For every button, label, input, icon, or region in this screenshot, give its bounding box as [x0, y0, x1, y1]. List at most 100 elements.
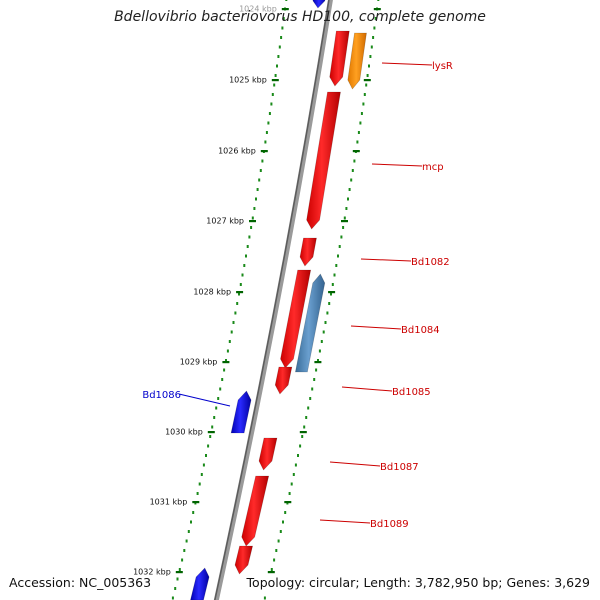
scale-dot: [297, 454, 299, 457]
scale-dot: [190, 520, 192, 524]
scale-dot: [270, 102, 273, 106]
scale-dot: [253, 207, 256, 210]
accession-footer: Accession: NC_005363: [9, 575, 152, 590]
scale-dot: [211, 425, 214, 429]
scale-dot: [276, 64, 278, 68]
backbone: [213, 0, 333, 600]
gene-arrow-reverse: [312, 0, 326, 9]
scale-dot: [267, 121, 270, 125]
scale-dot: [251, 216, 254, 220]
gene-label-bd1089[interactable]: Bd1089: [370, 519, 409, 530]
scale-dot: [345, 207, 348, 210]
scale-dot: [277, 55, 280, 58]
gene-arrow-reverse: [230, 390, 252, 434]
scale-dot: [215, 406, 218, 410]
gene-arrow-forward: [234, 545, 253, 575]
scale-dot: [219, 387, 222, 391]
scale-dot: [234, 311, 237, 315]
gene-arrow-forward: [306, 91, 341, 230]
scale-dot: [372, 36, 375, 39]
kbp-tick-inner: [249, 220, 256, 223]
scale-dot: [255, 197, 257, 201]
kbp-tick-outer: [341, 220, 348, 223]
scale-dot: [328, 302, 331, 305]
scale-dot: [196, 492, 199, 495]
label-leader-line: [329, 461, 381, 467]
scale-dot: [198, 482, 201, 486]
scale-dot: [290, 482, 293, 486]
kbp-tick-inner: [192, 501, 200, 504]
scale-dot: [356, 140, 359, 144]
gene-label-bd1085[interactable]: Bd1085: [392, 387, 431, 398]
scale-dot: [273, 558, 276, 562]
accession-value: NC_005363: [79, 575, 152, 590]
scale-dot: [226, 349, 229, 353]
scale-dot: [270, 568, 273, 571]
scale-dot: [281, 26, 284, 30]
scale-dot: [288, 492, 291, 495]
scale-dot: [333, 273, 336, 277]
gene-arrow-forward: [274, 366, 293, 395]
scale-dot: [337, 254, 339, 258]
scale-dot: [320, 340, 323, 343]
scale-dot: [263, 596, 266, 600]
scale-dot: [185, 539, 188, 543]
gene-label-bd1087[interactable]: Bd1087: [380, 462, 419, 473]
gene-label-bd1086[interactable]: Bd1086: [142, 390, 181, 401]
scale-dot: [317, 359, 319, 362]
gene-arrow-regulator: [347, 32, 367, 90]
scale-dot: [307, 406, 310, 410]
scale-dot: [277, 539, 280, 543]
kbp-tick-outer: [314, 361, 322, 364]
gene-arrow-forward: [329, 30, 350, 87]
label-leader-line: [350, 325, 402, 330]
scale-dot: [245, 254, 247, 258]
scale-dot: [335, 264, 338, 267]
kbp-label: 1027 kbp: [206, 217, 244, 226]
genes-label: Genes:: [506, 575, 551, 590]
scale-dot: [176, 577, 179, 581]
scale-dot: [299, 444, 302, 448]
gene-label-lysr[interactable]: lysR: [432, 61, 453, 72]
scale-dot: [221, 378, 224, 381]
scale-dot: [282, 17, 285, 20]
scale-dot: [205, 454, 207, 457]
scale-dot: [303, 425, 306, 429]
scale-dot: [261, 159, 264, 163]
scale-dot: [351, 169, 354, 172]
scale-dot: [187, 530, 190, 533]
scale-dot: [363, 93, 366, 96]
kbp-tick-outer: [328, 291, 336, 294]
kbp-label: 1025 kbp: [229, 76, 267, 85]
gene-label-bd1082[interactable]: Bd1082: [411, 257, 450, 268]
kbp-tick-inner: [236, 291, 244, 294]
kbp-tick-inner: [207, 431, 215, 434]
scale-dot: [271, 93, 274, 96]
kbp-tick-outer: [284, 501, 292, 504]
scale-dot: [318, 349, 321, 353]
scale-dot: [268, 112, 271, 115]
gene-arrow-forward: [299, 237, 317, 267]
map-title: Bdellovibrio bacteriovorus HD100, comple…: [114, 9, 486, 25]
kbp-tick-outer: [373, 8, 381, 11]
scale-dot: [315, 368, 318, 372]
kbp-tick-outer: [352, 150, 360, 153]
scale-dot: [178, 568, 181, 571]
scale-dot: [192, 511, 195, 514]
scale-dot: [338, 245, 341, 248]
scale-dot: [360, 112, 363, 115]
scale-dot: [342, 226, 345, 229]
scale-dot: [243, 264, 246, 267]
scale-dot: [282, 520, 284, 524]
gene-arrow-reverse: [190, 567, 210, 600]
scale-dot: [256, 188, 259, 191]
scale-dot: [374, 17, 377, 20]
kbp-tick-outer: [267, 571, 275, 574]
scale-dot: [274, 74, 277, 77]
topology-value: circular: [309, 575, 356, 590]
gene-label-bd1084[interactable]: Bd1084: [401, 325, 440, 336]
gene-label-mcp[interactable]: mcp: [422, 162, 444, 173]
labels: 1024 kbp 1025 kbp 1026 kbp 1027 kbp 1028 kbp…: [133, 5, 453, 577]
scale-dot: [285, 0, 288, 1]
